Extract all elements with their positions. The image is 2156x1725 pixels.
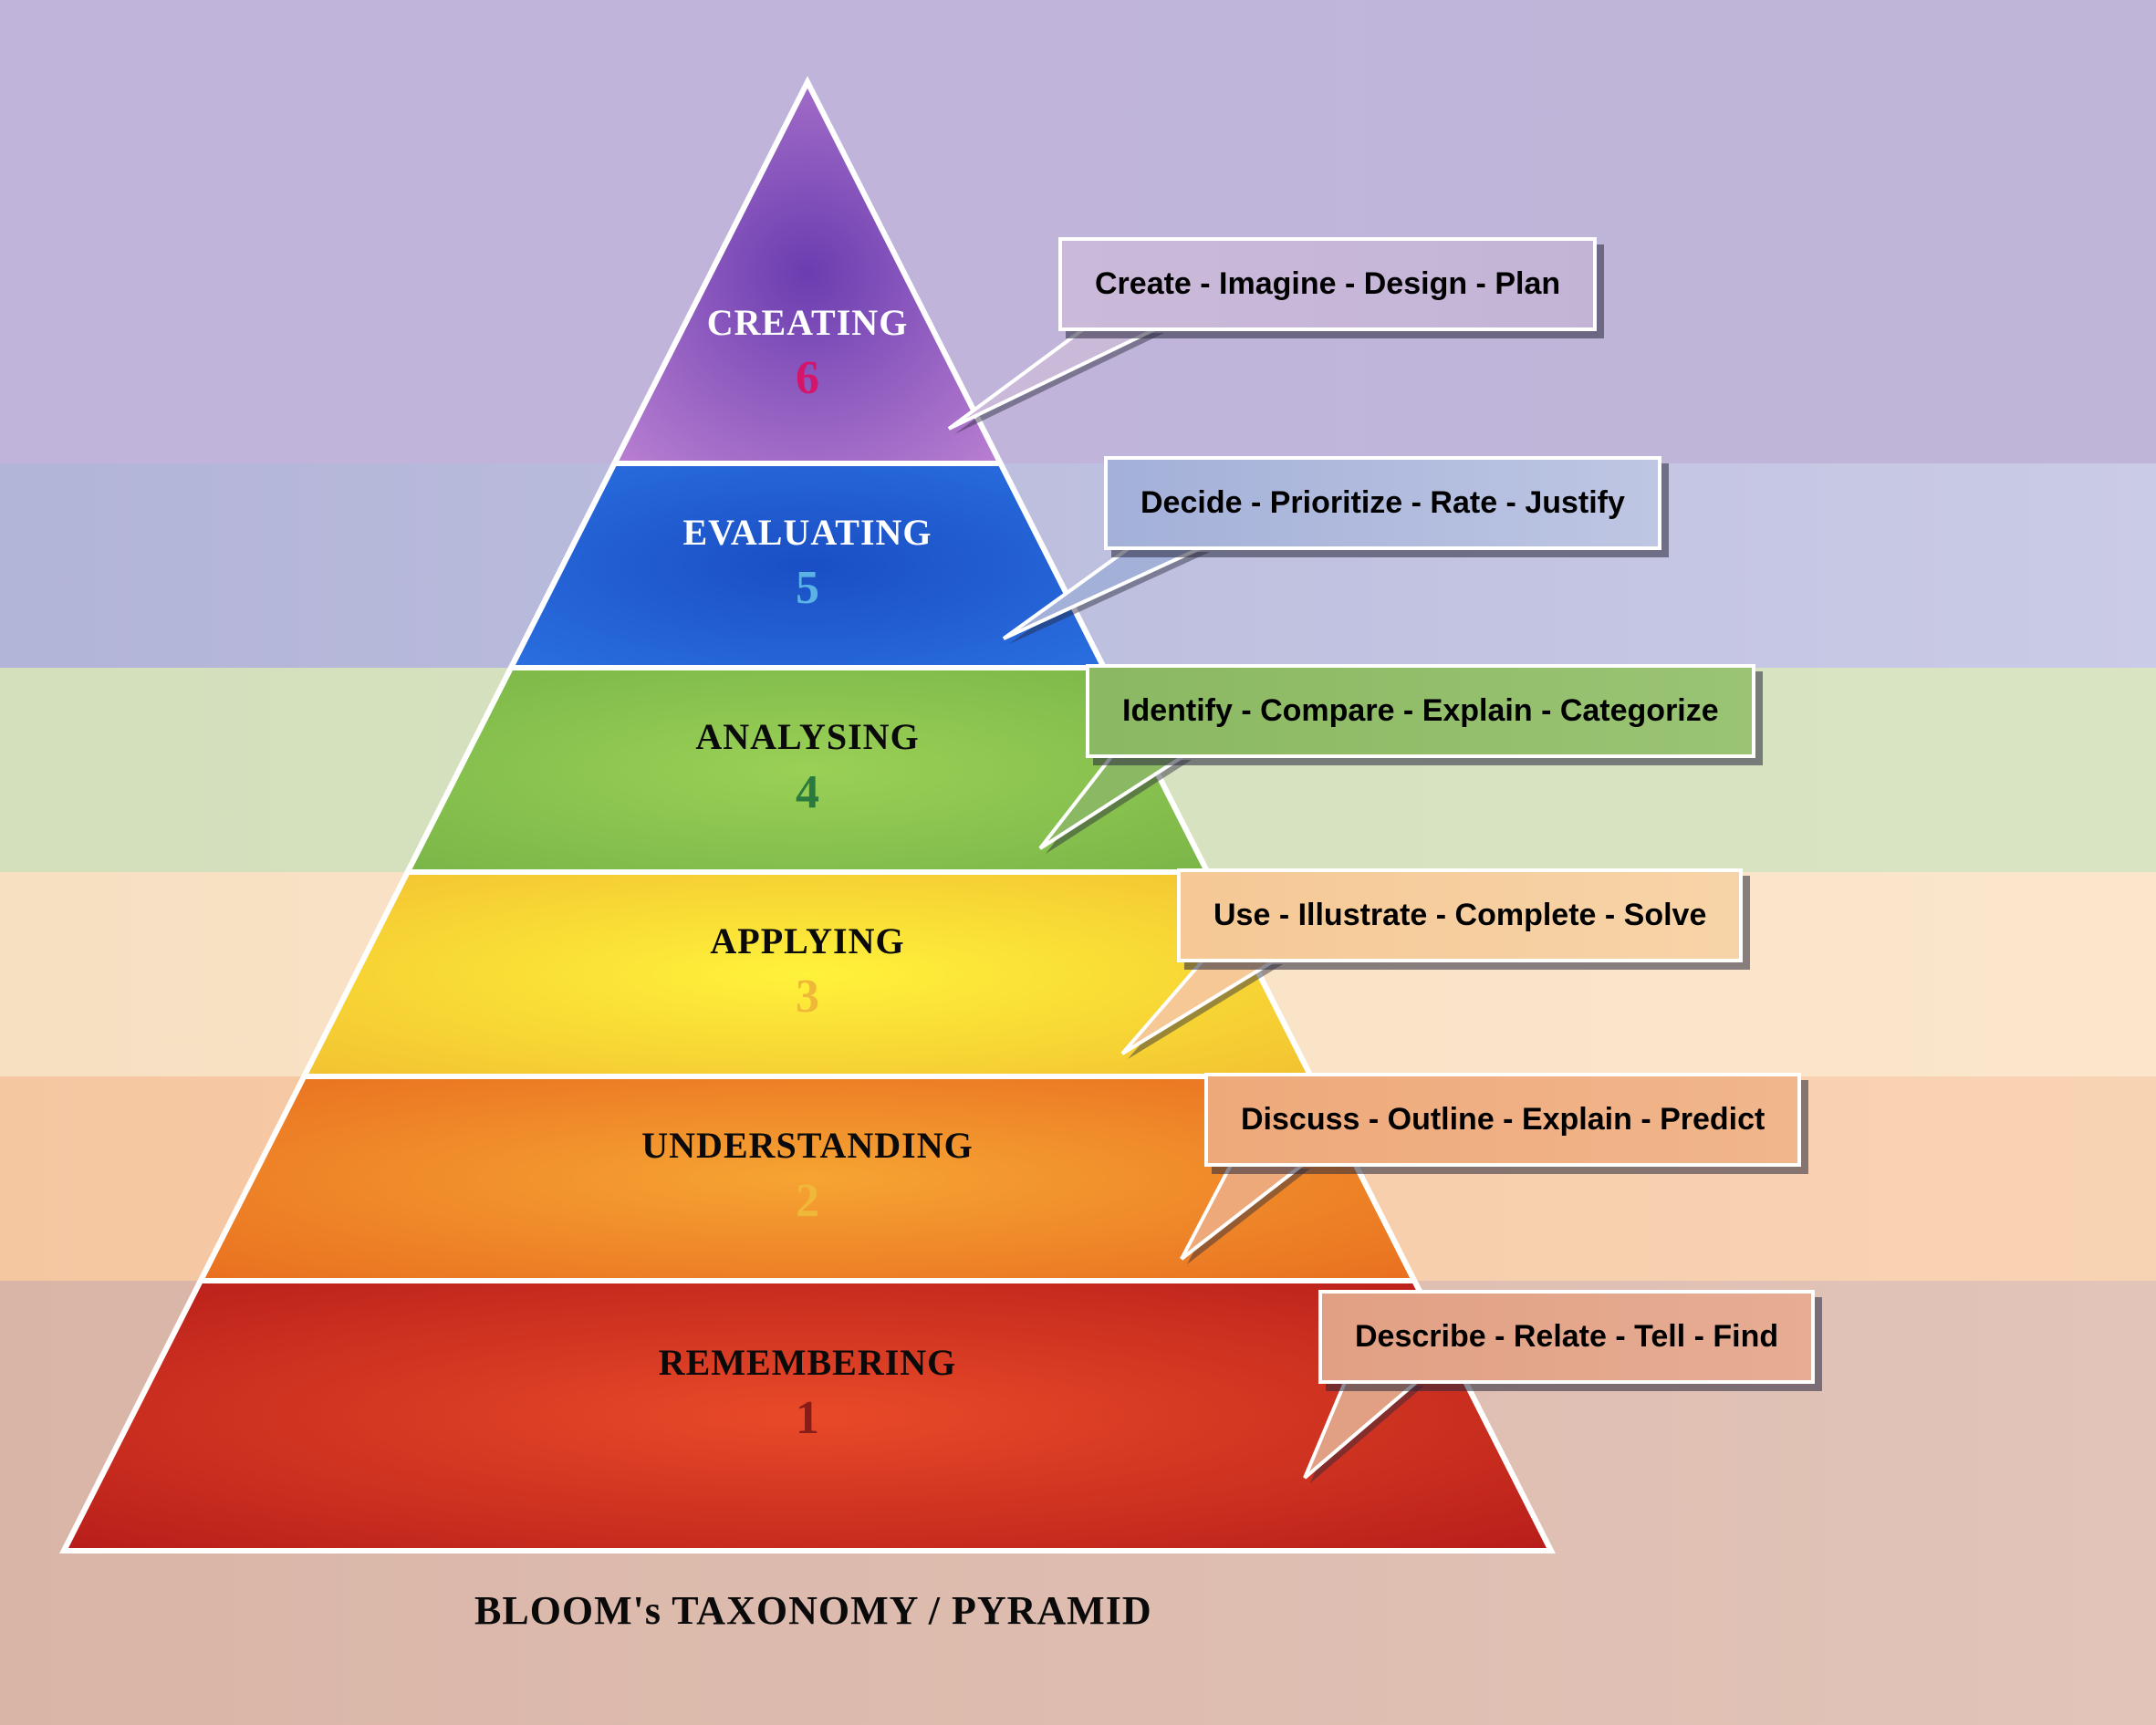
level-number-applying: 3 — [625, 970, 990, 1024]
level-title-analysing: ANALYSING — [625, 715, 990, 758]
level-title-understanding: UNDERSTANDING — [625, 1124, 990, 1167]
diagram-caption: BLOOM's TAXONOMY / PYRAMID — [474, 1587, 1152, 1634]
callout-analysing: Identify - Compare - Explain - Categoriz… — [1086, 664, 1755, 758]
callout-text-analysing: Identify - Compare - Explain - Categoriz… — [1122, 693, 1719, 728]
callout-remembering: Describe - Relate - Tell - Find — [1318, 1290, 1815, 1384]
level-number-understanding: 2 — [625, 1174, 990, 1228]
level-number-creating: 6 — [625, 351, 990, 405]
level-label-applying: APPLYING 3 — [625, 920, 990, 1024]
callout-evaluating: Decide - Prioritize - Rate - Justify — [1104, 456, 1661, 550]
callout-text-creating: Create - Imagine - Design - Plan — [1095, 266, 1560, 301]
level-number-evaluating: 5 — [625, 561, 990, 615]
callout-understanding: Discuss - Outline - Explain - Predict — [1204, 1073, 1801, 1167]
level-title-evaluating: EVALUATING — [625, 511, 990, 554]
level-label-remembering: REMEMBERING 1 — [625, 1341, 990, 1445]
level-label-understanding: UNDERSTANDING 2 — [625, 1124, 990, 1228]
callout-applying: Use - Illustrate - Complete - Solve — [1177, 868, 1743, 962]
callout-text-applying: Use - Illustrate - Complete - Solve — [1213, 898, 1706, 932]
callout-creating: Create - Imagine - Design - Plan — [1058, 237, 1597, 331]
callout-text-remembering: Describe - Relate - Tell - Find — [1355, 1319, 1778, 1354]
level-title-remembering: REMEMBERING — [625, 1341, 990, 1384]
callout-text-understanding: Discuss - Outline - Explain - Predict — [1241, 1102, 1765, 1137]
level-title-creating: CREATING — [625, 301, 990, 344]
level-number-remembering: 1 — [625, 1391, 990, 1445]
level-label-creating: CREATING 6 — [625, 301, 990, 405]
callout-text-evaluating: Decide - Prioritize - Rate - Justify — [1140, 485, 1625, 520]
level-title-applying: APPLYING — [625, 920, 990, 962]
level-number-analysing: 4 — [625, 765, 990, 819]
level-label-analysing: ANALYSING 4 — [625, 715, 990, 819]
level-label-evaluating: EVALUATING 5 — [625, 511, 990, 615]
